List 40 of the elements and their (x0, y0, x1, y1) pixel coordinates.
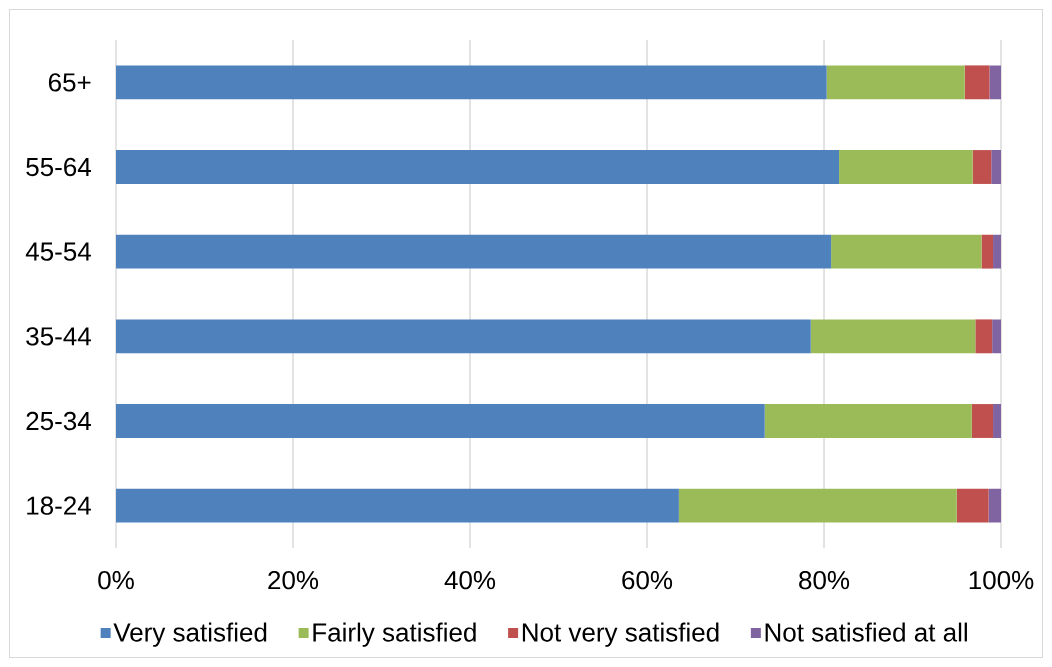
bar (956, 488, 989, 523)
bar (839, 150, 973, 184)
bar (993, 234, 1002, 269)
y-tick-label: 45-54 (25, 242, 91, 261)
y-tick-label: 18-24 (27, 496, 91, 515)
bar (810, 319, 976, 354)
bar (964, 65, 990, 100)
x-tick-label: 100% (969, 570, 1034, 590)
x-tick-label: 0% (98, 570, 134, 590)
bar (116, 319, 811, 354)
bar (981, 234, 994, 269)
y-tick-label: 55-64 (26, 157, 91, 177)
x-tick-label: 40% (444, 570, 496, 590)
y-tick-label: 65+ (48, 73, 91, 92)
legend-label: Not very satisfied (522, 622, 719, 647)
x-tick-label: 80% (799, 570, 850, 590)
bar (972, 150, 992, 184)
bar (826, 65, 965, 100)
bar (116, 234, 832, 269)
bar (116, 404, 765, 438)
y-tick-label: 25-34 (26, 411, 91, 431)
y-tick-label: 35-44 (26, 327, 91, 346)
bar (988, 488, 1002, 523)
bar (991, 150, 1002, 184)
bar (678, 488, 957, 523)
bar (992, 319, 1002, 354)
bar (971, 404, 994, 438)
bar (116, 488, 679, 523)
x-tick-label: 20% (268, 570, 319, 590)
x-tick-label: 60% (622, 570, 673, 590)
bar (831, 234, 982, 269)
legend-label: Fairly satisfied (313, 622, 476, 647)
bar (116, 65, 827, 100)
bar (975, 319, 993, 354)
bar (116, 150, 840, 184)
legend-label: Not satisfied at all (765, 622, 967, 642)
bar (764, 404, 972, 438)
legend-label: Very satisfied (113, 622, 267, 647)
bar (989, 65, 1002, 100)
bar (993, 404, 1002, 438)
